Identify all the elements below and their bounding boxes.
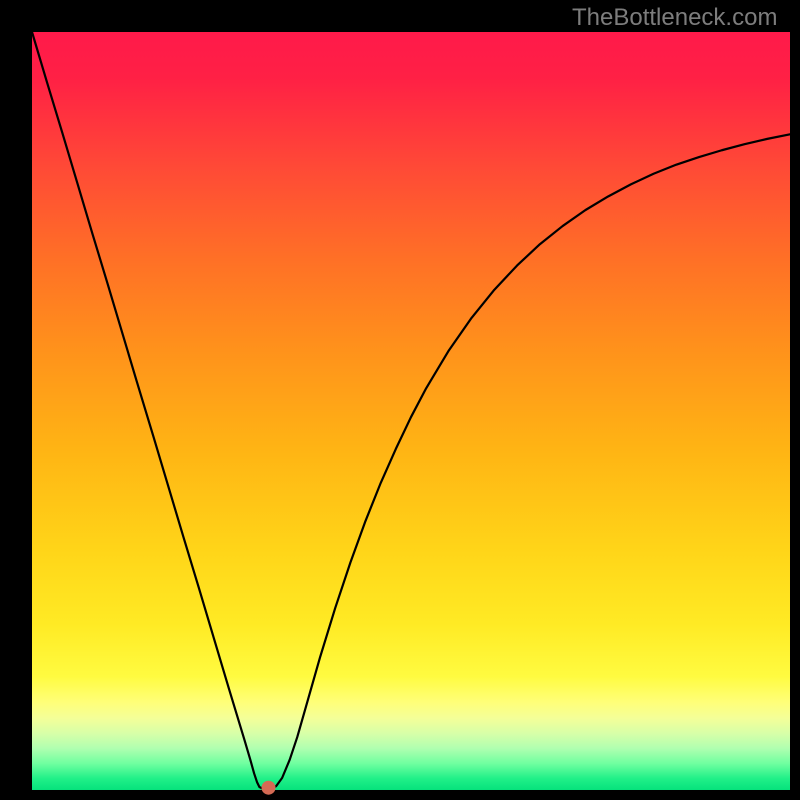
chart-frame: TheBottleneck.com — [0, 0, 800, 800]
watermark-text: TheBottleneck.com — [572, 4, 777, 32]
plot-area — [32, 32, 790, 790]
